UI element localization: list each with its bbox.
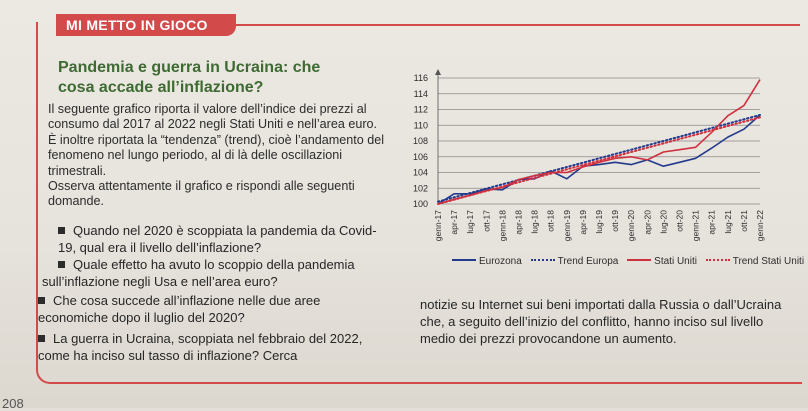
question-3-text: Che cosa succede all’inflazione nelle du…: [38, 293, 320, 325]
x-tick-label: genn-22: [755, 210, 765, 241]
question-1-text: Quando nel 2020 è scoppiata la pandemia …: [58, 223, 377, 255]
legend-trend-stati-uniti: Trend Stati Uniti: [706, 256, 804, 267]
header-rule: [230, 24, 800, 26]
y-tick-label: 100: [413, 199, 428, 209]
inflation-line-chart: 100 102 104 106 108 110 112 114 116 genn-17 apr-17…: [400, 60, 780, 260]
question-2-text-a: Quale effetto ha avuto lo scoppio della …: [73, 257, 355, 272]
bullet-icon: [38, 335, 45, 342]
x-tick-label: genn-20: [626, 210, 636, 241]
y-axis-arrow: [435, 69, 441, 75]
x-tick-label: apr-19: [578, 210, 588, 235]
y-tick-label: 116: [414, 73, 428, 83]
bullet-icon: [58, 227, 65, 234]
y-tick-label: 114: [414, 89, 428, 99]
page-number: 208: [2, 396, 24, 411]
legend-stati-uniti: Stati Uniti: [627, 256, 697, 267]
x-tick-label: ott-20: [675, 210, 685, 232]
x-tick-label: apr-20: [642, 210, 652, 235]
x-tick-label: lug-17: [465, 210, 475, 234]
intro-text: Il seguente grafico riporta il valore de…: [48, 102, 386, 210]
question-2: Quale effetto ha avuto lo scoppio della …: [58, 256, 388, 290]
x-tick-label: genn-19: [562, 210, 572, 241]
series-line-stati-uniti: [438, 80, 760, 204]
y-tick-label: 102: [413, 183, 428, 193]
question-4: La guerra in Ucraina, scoppiata nel febb…: [38, 330, 378, 364]
legend-swatch-trend-europa: [531, 259, 555, 261]
bullet-icon: [38, 297, 45, 304]
intro-paragraph-2: Osserva attentamente il grafico e rispon…: [48, 179, 386, 210]
x-tick-label: apr-18: [514, 210, 524, 235]
chart-legend: Eurozona Trend Europa Stati Uniti Trend …: [452, 256, 792, 270]
x-tick-label: ott-17: [481, 210, 491, 232]
y-tick-label: 106: [413, 152, 428, 162]
x-tick-label: genn-21: [691, 210, 701, 241]
y-tick-label: 110: [414, 120, 428, 130]
intro-paragraph-1: Il seguente grafico riporta il valore de…: [48, 102, 386, 179]
x-tick-label: apr-17: [449, 210, 459, 235]
question-4-continued: notizie su Internet sui beni importati d…: [420, 296, 800, 347]
x-tick-label: ott-21: [739, 210, 749, 232]
x-tick-label: apr-21: [707, 210, 717, 235]
question-4-text: La guerra in Ucraina, scoppiata nel febb…: [38, 331, 362, 363]
legend-swatch-trend-stati-uniti: [706, 259, 730, 261]
x-tick-label: lug-21: [723, 210, 733, 234]
y-tick-label: 112: [414, 105, 428, 115]
question-1: Quando nel 2020 è scoppiata la pandemia …: [58, 222, 388, 256]
x-tick-label: genn-17: [433, 210, 443, 241]
y-tick-label: 104: [413, 168, 428, 178]
legend-eurozona: Eurozona: [452, 256, 522, 267]
legend-trend-europa: Trend Europa: [531, 256, 619, 267]
legend-swatch-eurozona: [452, 259, 476, 261]
question-2-text-b: sull’inflazione negli Usa e nell’area eu…: [42, 273, 388, 290]
x-tick-label: genn-18: [497, 210, 507, 241]
bullet-icon: [58, 261, 65, 268]
x-tick-label: lug-20: [658, 210, 668, 234]
question-3: Che cosa succede all’inflazione nelle du…: [38, 292, 368, 326]
section-header: MI METTO IN GIOCO: [56, 14, 236, 36]
x-tick-label: ott-18: [546, 210, 556, 232]
x-tick-label: lug-19: [594, 210, 604, 234]
y-tick-label: 108: [413, 136, 428, 146]
activity-title: Pandemia e guerra in Ucraina: che cosa a…: [58, 58, 328, 98]
legend-swatch-stati-uniti: [627, 259, 651, 261]
x-tick-label: lug-18: [530, 210, 540, 234]
x-tick-label: ott-19: [610, 210, 620, 232]
